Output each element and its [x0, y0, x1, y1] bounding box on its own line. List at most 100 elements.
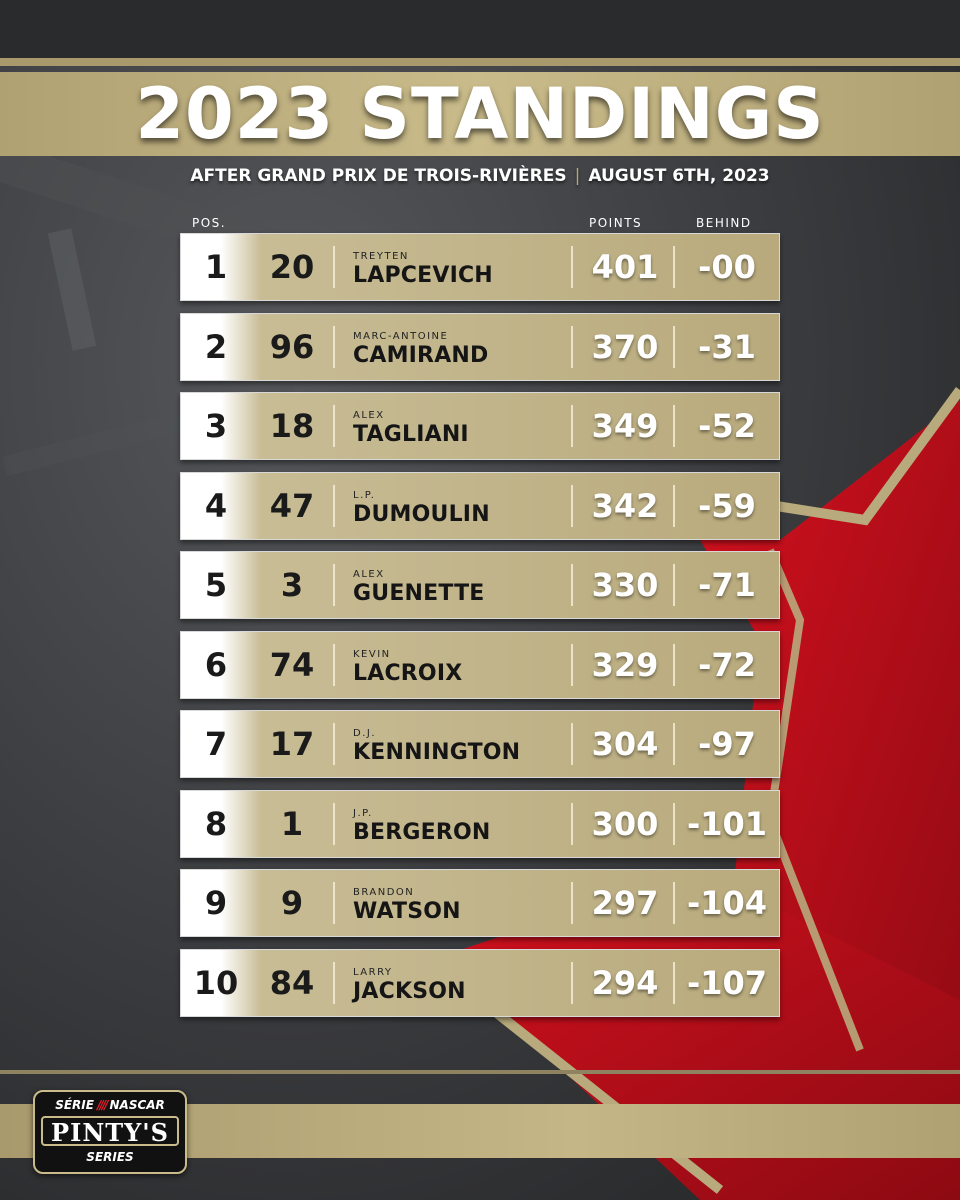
behind: -97 — [698, 725, 756, 763]
bottom-line — [0, 1070, 960, 1074]
divider — [673, 485, 675, 527]
divider — [571, 564, 573, 606]
divider — [571, 882, 573, 924]
driver-last-name: DUMOULIN — [353, 502, 490, 527]
driver-first-name: LARRY — [353, 967, 393, 978]
col-header-pos: POS. — [192, 216, 227, 230]
driver-last-name: BERGERON — [353, 820, 491, 845]
divider — [673, 564, 675, 606]
driver-first-name: ALEX — [353, 410, 385, 421]
logo-pintys: PINTY'S — [41, 1116, 179, 1147]
divider — [571, 405, 573, 447]
driver-last-name: LACROIX — [353, 661, 463, 686]
car-number: 47 — [269, 487, 315, 525]
position: 2 — [204, 328, 228, 366]
car-number: 96 — [269, 328, 315, 366]
driver-last-name: WATSON — [353, 899, 461, 924]
standings-row: 2 96 MARC-ANTOINE CAMIRAND 370 -31 — [180, 313, 780, 381]
points: 342 — [591, 487, 659, 525]
divider — [571, 326, 573, 368]
standings-row: 6 74 KEVIN LACROIX 329 -72 — [180, 631, 780, 699]
driver-last-name: KENNINGTON — [353, 740, 521, 765]
logo-nascar: NASCAR — [109, 1098, 165, 1112]
position: 3 — [204, 407, 228, 445]
behind: -101 — [686, 805, 768, 843]
divider — [333, 326, 335, 368]
position: 1 — [204, 248, 228, 286]
divider — [333, 246, 335, 288]
logo-serie: SÉRIE — [55, 1098, 94, 1112]
driver-last-name: JACKSON — [353, 979, 466, 1004]
divider — [673, 644, 675, 686]
subtitle: AFTER GRAND PRIX DE TROIS-RIVIÈRES | AUGUS… — [0, 166, 960, 186]
divider — [333, 564, 335, 606]
divider — [333, 644, 335, 686]
driver-first-name: KEVIN — [353, 649, 391, 660]
position: 6 — [204, 646, 228, 684]
position: 8 — [204, 805, 228, 843]
points: 349 — [591, 407, 659, 445]
car-number: 9 — [280, 884, 304, 922]
car-number: 20 — [269, 248, 315, 286]
points: 370 — [591, 328, 659, 366]
points: 401 — [591, 248, 659, 286]
position: 10 — [193, 964, 239, 1002]
standings-row: 10 84 LARRY JACKSON 294 -107 — [180, 949, 780, 1017]
divider — [571, 644, 573, 686]
behind: -31 — [698, 328, 756, 366]
position: 7 — [204, 725, 228, 763]
col-header-behind: BEHIND — [696, 216, 752, 230]
series-logo: SÉRIE////NASCAR PINTY'S SERIES — [33, 1090, 187, 1174]
car-number: 74 — [269, 646, 315, 684]
subtitle-event: AFTER GRAND PRIX DE TROIS-RIVIÈRES — [190, 166, 567, 186]
page-title: 2023 STANDINGS — [135, 73, 825, 155]
car-number: 1 — [280, 805, 304, 843]
nascar-bars-icon: //// — [96, 1098, 108, 1112]
divider — [673, 723, 675, 765]
car-number: 3 — [280, 566, 304, 604]
standings-row: 9 9 BRANDON WATSON 297 -104 — [180, 869, 780, 937]
standings-row: 1 20 TREYTEN LAPCEVICH 401 -00 — [180, 233, 780, 301]
divider — [333, 803, 335, 845]
behind: -71 — [698, 566, 756, 604]
car-number: 84 — [269, 964, 315, 1002]
points: 294 — [591, 964, 659, 1002]
position: 9 — [204, 884, 228, 922]
position: 5 — [204, 566, 228, 604]
subtitle-divider: | — [574, 166, 581, 186]
points: 300 — [591, 805, 659, 843]
behind: -72 — [698, 646, 756, 684]
driver-first-name: J.P. — [353, 808, 373, 819]
logo-series: SERIES — [86, 1150, 134, 1164]
standings-row: 3 18 ALEX TAGLIANI 349 -52 — [180, 392, 780, 460]
divider — [571, 962, 573, 1004]
driver-first-name: TREYTEN — [353, 251, 409, 262]
car-number: 17 — [269, 725, 315, 763]
divider — [673, 405, 675, 447]
title-band — [0, 72, 960, 156]
col-header-points: POINTS — [589, 216, 643, 230]
subtitle-date: AUGUST 6TH, 2023 — [588, 166, 770, 186]
driver-last-name: GUENETTE — [353, 581, 485, 606]
behind: -00 — [698, 248, 756, 286]
car-number: 18 — [269, 407, 315, 445]
logo-top-line: SÉRIE////NASCAR — [35, 1098, 185, 1112]
divider — [571, 803, 573, 845]
driver-first-name: ALEX — [353, 569, 385, 580]
divider — [673, 326, 675, 368]
divider — [333, 882, 335, 924]
driver-last-name: TAGLIANI — [353, 422, 469, 447]
divider — [333, 723, 335, 765]
driver-first-name: L.P. — [353, 490, 376, 501]
divider — [333, 962, 335, 1004]
divider — [571, 723, 573, 765]
divider — [673, 882, 675, 924]
behind: -107 — [686, 964, 768, 1002]
points: 297 — [591, 884, 659, 922]
divider — [673, 803, 675, 845]
standings-row: 8 1 J.P. BERGERON 300 -101 — [180, 790, 780, 858]
divider — [333, 485, 335, 527]
standings-row: 7 17 D.J. KENNINGTON 304 -97 — [180, 710, 780, 778]
standings-row: 4 47 L.P. DUMOULIN 342 -59 — [180, 472, 780, 540]
points: 304 — [591, 725, 659, 763]
